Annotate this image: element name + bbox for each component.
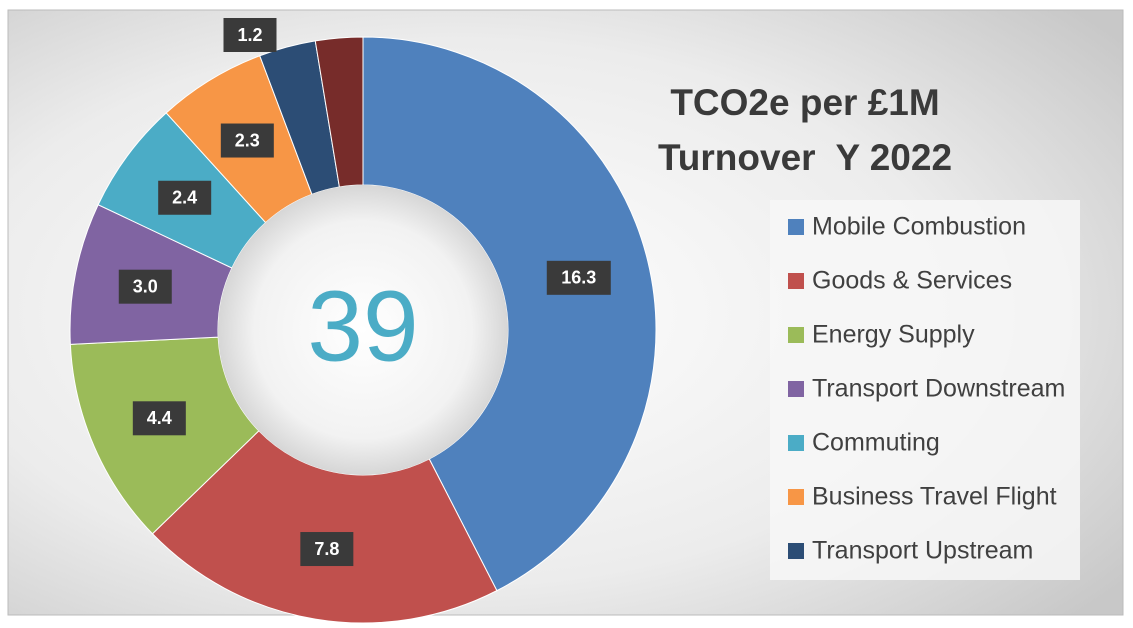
legend-swatch bbox=[788, 381, 804, 397]
legend-swatch bbox=[788, 327, 804, 343]
data-label-box bbox=[223, 18, 277, 52]
legend-label: Energy Supply bbox=[812, 321, 975, 349]
legend-label: Mobile Combustion bbox=[812, 213, 1026, 241]
legend-swatch bbox=[788, 219, 804, 235]
data-label-box bbox=[158, 180, 212, 215]
legend-swatch bbox=[788, 489, 804, 505]
data-label: 16.3 bbox=[561, 268, 596, 288]
legend-label: Commuting bbox=[812, 429, 940, 457]
legend-swatch bbox=[788, 435, 804, 451]
center-label: 39 bbox=[307, 270, 418, 382]
legend-box bbox=[770, 200, 1080, 580]
data-label: 4.4 bbox=[147, 408, 172, 428]
data-label: 2.3 bbox=[235, 130, 260, 150]
data-label-box bbox=[132, 401, 186, 436]
legend-label: Business Travel Flight bbox=[812, 483, 1057, 511]
chart-title: Turnover Y 2022 bbox=[658, 137, 952, 178]
legend-label: Goods & Services bbox=[812, 267, 1012, 295]
donut-hole bbox=[218, 185, 508, 475]
data-label: 3.0 bbox=[133, 276, 158, 296]
data-label-box bbox=[118, 269, 172, 304]
data-label: 7.8 bbox=[314, 539, 339, 559]
legend-label: Transport Downstream bbox=[812, 375, 1065, 403]
legend-swatch bbox=[788, 273, 804, 289]
data-label-box bbox=[220, 123, 274, 158]
legend-label: Transport Upstream bbox=[812, 537, 1033, 565]
legend-swatch bbox=[788, 543, 804, 559]
data-label-box bbox=[546, 260, 611, 295]
data-label-box bbox=[300, 532, 354, 567]
data-label: 2.4 bbox=[172, 188, 197, 208]
data-label: 1.2 bbox=[237, 25, 262, 45]
chart-title: TCO2e per £1M bbox=[670, 82, 939, 123]
